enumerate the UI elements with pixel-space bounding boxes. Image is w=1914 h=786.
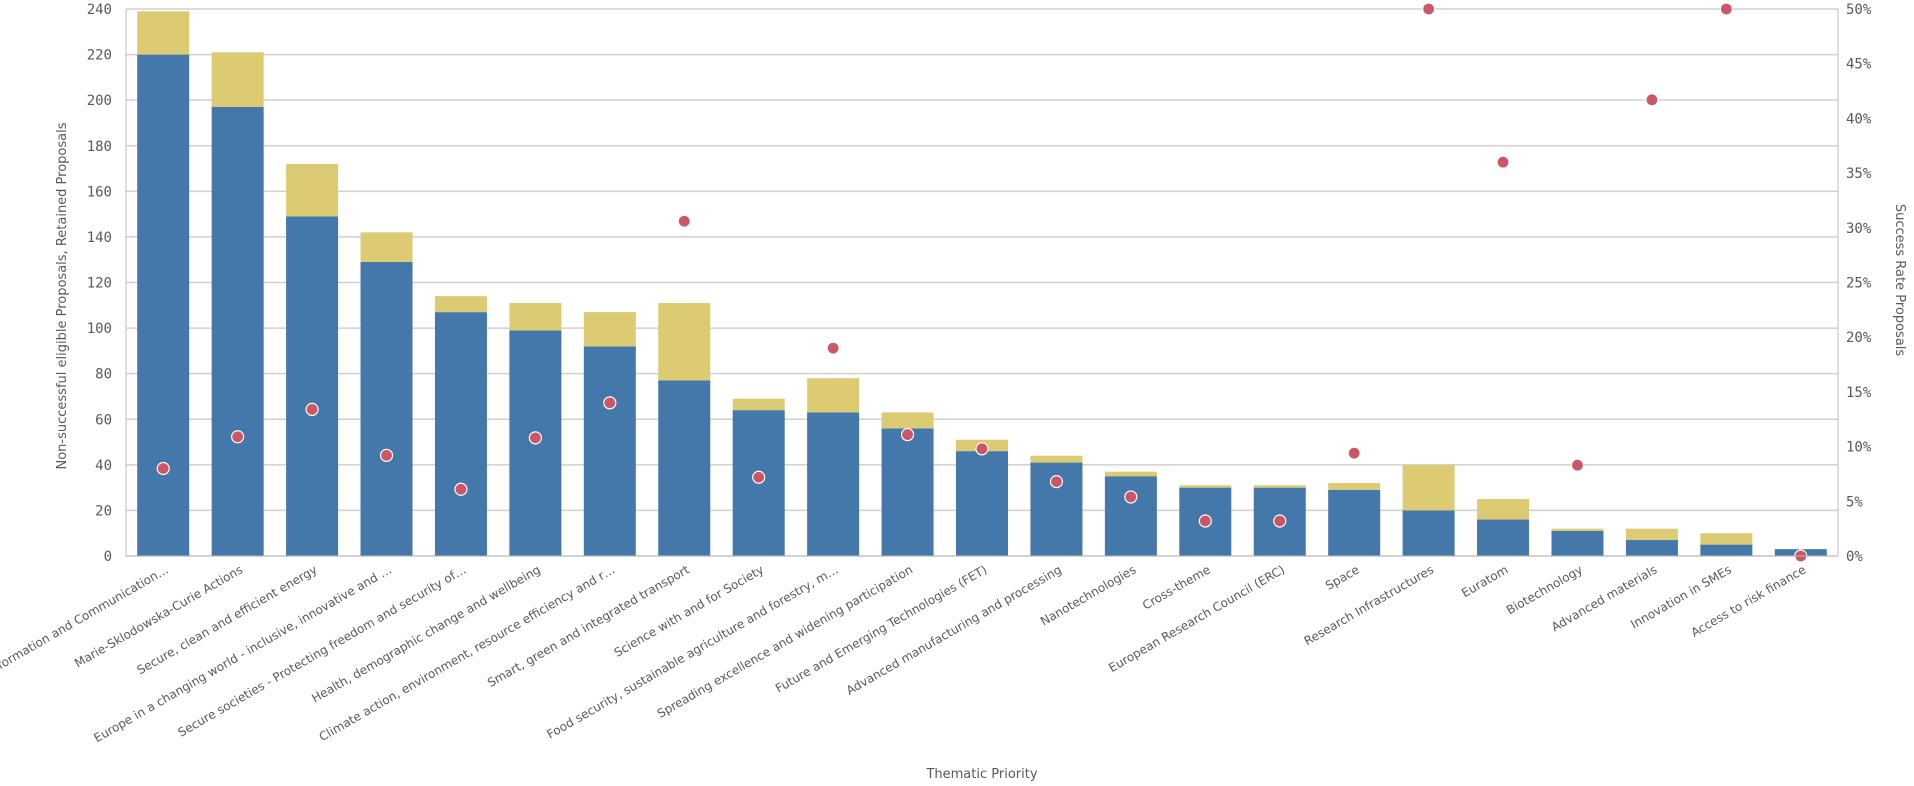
bar-non-successful (137, 54, 190, 556)
success-rate-point (231, 430, 245, 444)
x-tick-label: Spreading excellence and widening partic… (655, 562, 915, 720)
bar-retained (434, 296, 487, 313)
bar-retained (211, 52, 264, 108)
success-rate-point (305, 402, 319, 417)
bar-non-successful (658, 380, 711, 556)
bar-retained (881, 412, 934, 429)
bar-retained (1328, 483, 1381, 490)
y-axis-title: Non-successful eligible Proposals, Retai… (55, 122, 70, 469)
y2-tick-label: 35% (1846, 166, 1872, 182)
bar-retained (360, 232, 413, 262)
success-rate-point (454, 482, 468, 496)
x-tick-label: Research Infrastructures (1302, 562, 1437, 648)
bar-non-successful (956, 451, 1008, 556)
success-rate-point (826, 341, 840, 355)
y-tick-label: 20 (95, 503, 112, 519)
bar-non-successful (434, 312, 487, 556)
success-rate-point (1719, 2, 1733, 16)
y2-tick-label: 10% (1846, 440, 1872, 456)
y-tick-label: 140 (87, 230, 112, 246)
bar-non-successful (1402, 510, 1455, 556)
y-tick-label: 80 (95, 367, 112, 383)
bar-retained (509, 303, 562, 331)
y-tick-label: 240 (87, 2, 112, 18)
bar-non-successful (583, 346, 636, 556)
x-axis-title: Thematic Priority (925, 767, 1037, 782)
success-rate-point (528, 431, 542, 445)
bar-non-successful (1104, 476, 1157, 556)
y2-tick-label: 45% (1846, 57, 1872, 73)
success-rate-point (1198, 514, 1212, 528)
success-rate-point (752, 470, 766, 484)
bar-non-successful (286, 216, 339, 556)
y2-tick-label: 30% (1846, 221, 1872, 237)
bar-retained (1402, 464, 1455, 511)
y-tick-label: 160 (87, 184, 112, 200)
y2-tick-label: 25% (1846, 276, 1872, 292)
success-rate-point (1347, 446, 1361, 460)
success-rate-point (900, 427, 915, 442)
bar-non-successful (211, 107, 264, 557)
bar-retained (1030, 455, 1083, 463)
y-tick-label: 60 (95, 412, 112, 428)
success-rate-point (603, 396, 617, 410)
bar-retained (286, 163, 339, 217)
y2-tick-label: 0% (1846, 549, 1863, 565)
bar-retained (1477, 499, 1530, 520)
y2-tick-label: 15% (1846, 385, 1872, 401)
y2-tick-label: 40% (1846, 111, 1872, 127)
bar-retained (658, 303, 711, 381)
bar-retained (1551, 528, 1604, 531)
y-tick-label: 200 (87, 93, 112, 109)
success-rate-point (1496, 155, 1510, 169)
bar-retained (137, 11, 190, 55)
y-tick-label: 0 (104, 549, 112, 565)
y2-axis-title: Success Rate Proposals (1892, 204, 1907, 357)
y-tick-label: 100 (87, 321, 112, 337)
y-tick-label: 180 (87, 139, 112, 155)
bar-non-successful (1328, 489, 1381, 556)
bar-retained (583, 312, 636, 347)
y-tick-label: 120 (87, 276, 112, 292)
bar-retained (1104, 471, 1157, 477)
bar-non-successful (1551, 530, 1604, 556)
success-rate-point (379, 448, 394, 462)
success-rate-point (156, 461, 170, 476)
bar-retained (1700, 533, 1753, 545)
y2-tick-label: 50% (1846, 2, 1872, 18)
y2-tick-label: 5% (1846, 494, 1863, 510)
success-rate-point (677, 214, 691, 228)
bar-non-successful (881, 428, 934, 556)
success-rate-point (1273, 514, 1287, 528)
bar-non-successful (807, 412, 860, 556)
bar-non-successful (1700, 544, 1753, 556)
success-rate-point (1645, 93, 1659, 107)
y-tick-label: 40 (95, 458, 112, 474)
success-rate-point (1124, 490, 1138, 504)
x-tick-label: Euratom (1459, 562, 1510, 600)
x-tick-label: Space (1323, 562, 1362, 592)
success-rate-point (975, 442, 989, 456)
bar-retained (1253, 485, 1306, 488)
bars (137, 11, 1827, 557)
success-rate-point (1570, 458, 1585, 472)
y2-tick-label: 20% (1846, 330, 1872, 346)
x-tick-label: Cross-theme (1140, 562, 1213, 612)
bar-retained (807, 378, 860, 413)
bar-retained (1179, 485, 1232, 488)
bar-non-successful (360, 261, 413, 556)
bar-non-successful (1477, 519, 1530, 556)
bar-non-successful (1625, 540, 1678, 556)
success-rate-point (1422, 2, 1436, 16)
bar-retained (1625, 528, 1678, 541)
bar-retained (732, 398, 785, 411)
y-tick-label: 220 (87, 48, 112, 64)
success-rate-point (1049, 475, 1064, 489)
